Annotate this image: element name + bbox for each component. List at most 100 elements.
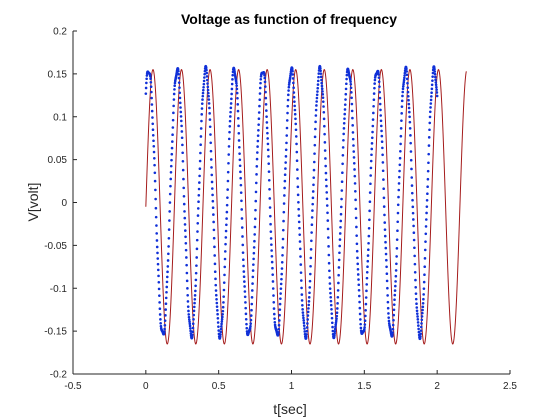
series-1-point [293,100,296,103]
series-1-point [342,122,346,125]
series-1-point [298,226,301,230]
series-1-point [213,245,216,249]
series-1-point [242,264,245,268]
series-1-point [296,185,300,189]
series-1-point [228,130,231,134]
series-1-point [158,301,161,304]
series-1-point [183,223,187,226]
series-1-point [217,329,220,332]
series-1-point [278,313,281,317]
series-1-point [405,67,408,71]
series-1-point [222,301,225,304]
series-1-point [257,117,261,121]
series-1-point [355,249,359,253]
series-1-point [202,82,206,86]
series-1-point [270,243,273,246]
series-1-point [416,315,419,318]
series-1-point [338,251,341,255]
series-1-point [305,329,309,333]
series-1-point [358,312,362,316]
series-1-point [222,281,226,284]
series-1-point [405,77,409,81]
series-1-point [269,237,273,240]
series-1-point [431,75,434,78]
series-1-point [241,243,245,247]
series-1-point [321,96,325,99]
series-1-point [322,117,326,121]
series-1-point [340,189,344,192]
series-1-point [235,87,239,91]
series-1-point [410,167,413,171]
series-1-point [272,307,276,310]
series-1-point [410,176,414,179]
series-1-point [273,320,277,324]
series-1-point [349,82,353,86]
series-1-point [179,110,183,114]
x-tick-label: 1.5 [357,381,371,392]
series-1-point [386,294,389,297]
series-1-point [210,173,214,177]
series-1-point [145,77,148,81]
series-1-point [403,74,406,77]
series-1-point [352,156,356,159]
series-1-point [384,252,388,256]
series-1-point [329,299,333,303]
series-1-point [383,228,387,231]
series-1-point [255,173,258,176]
series-1-point [431,79,434,82]
series-1-point [427,136,431,139]
series-1-point [219,333,222,336]
series-1-point [254,181,258,185]
x-tick-label: 2.5 [503,381,517,392]
series-1-point [165,285,169,289]
series-1-point [325,191,329,194]
series-1-point [284,155,288,158]
series-1-point [324,178,328,182]
series-1-point [257,123,260,126]
series-1-point [306,310,310,314]
series-1-point [227,153,231,156]
series-1-point [256,139,260,143]
series-1-point [255,157,259,161]
series-1-markers [144,64,439,341]
series-1-point [205,71,209,75]
series-1-point [402,78,406,82]
series-1-point [229,102,233,105]
series-1-point [370,153,373,157]
series-1-point [294,135,298,138]
series-1-point [272,301,276,304]
series-1-point [269,214,272,218]
series-1-point [368,191,372,194]
series-1-point [155,232,158,235]
series-1-point [320,81,323,85]
series-1-point [181,143,184,147]
series-1-point [403,76,406,80]
series-1-point [383,221,387,224]
series-1-point [282,210,286,214]
series-1-point [277,323,281,327]
series-1-point [282,219,285,223]
series-1-point [381,146,384,150]
series-1-point [379,114,383,117]
series-1-point [170,158,173,162]
series-1-point [190,335,194,339]
series-1-point [228,124,232,128]
series-1-point [278,308,282,311]
series-1-point [396,229,399,233]
y-axis-label: V[volt] [25,183,41,222]
series-1-point [182,186,186,190]
series-1-point [252,263,255,266]
series-1-point [412,224,415,228]
series-1-point [278,302,282,306]
series-1-point [310,223,314,227]
series-1-point [293,108,297,112]
series-1-point [169,171,173,174]
series-1-point [393,289,397,292]
series-1-point [180,119,183,123]
series-1-point [216,316,220,320]
series-1-point [181,168,185,172]
series-1-point [406,81,409,85]
x-tick-label: 0 [143,381,149,392]
series-1-point [152,144,156,148]
series-1-point [382,205,386,208]
